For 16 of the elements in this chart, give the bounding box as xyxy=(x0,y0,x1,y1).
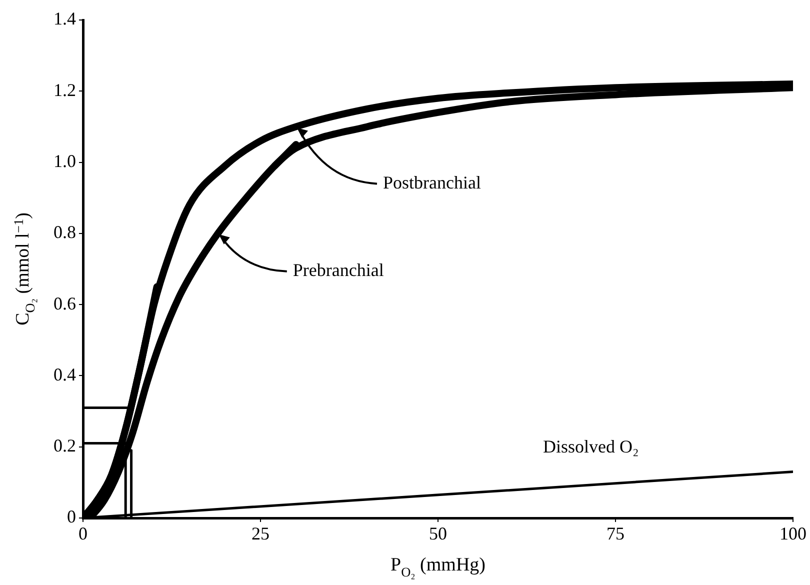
y-tick-label: 0.8 xyxy=(54,222,76,242)
y-tick-label: 1.2 xyxy=(54,80,76,100)
series-label: Dissolved O₂ xyxy=(543,436,639,456)
y-tick-label: 1.4 xyxy=(54,8,76,29)
x-tick-label: 25 xyxy=(252,524,270,544)
x-tick-label: 75 xyxy=(606,524,624,544)
y-axis-title: CO₂ (mmol l−1) xyxy=(10,212,38,326)
y-tick-label: 0.6 xyxy=(54,293,76,314)
y-tick-label: 1.0 xyxy=(54,151,76,172)
y-tick-label: 0.2 xyxy=(54,436,76,456)
y-tick-label: 0 xyxy=(67,506,76,527)
annotation: Postbranchial xyxy=(383,172,481,192)
annotation: Prebranchial xyxy=(292,260,384,280)
x-tick-label: 50 xyxy=(429,524,447,544)
y-tick-label: 0.4 xyxy=(54,364,76,384)
x-tick-label: 100 xyxy=(780,524,806,544)
